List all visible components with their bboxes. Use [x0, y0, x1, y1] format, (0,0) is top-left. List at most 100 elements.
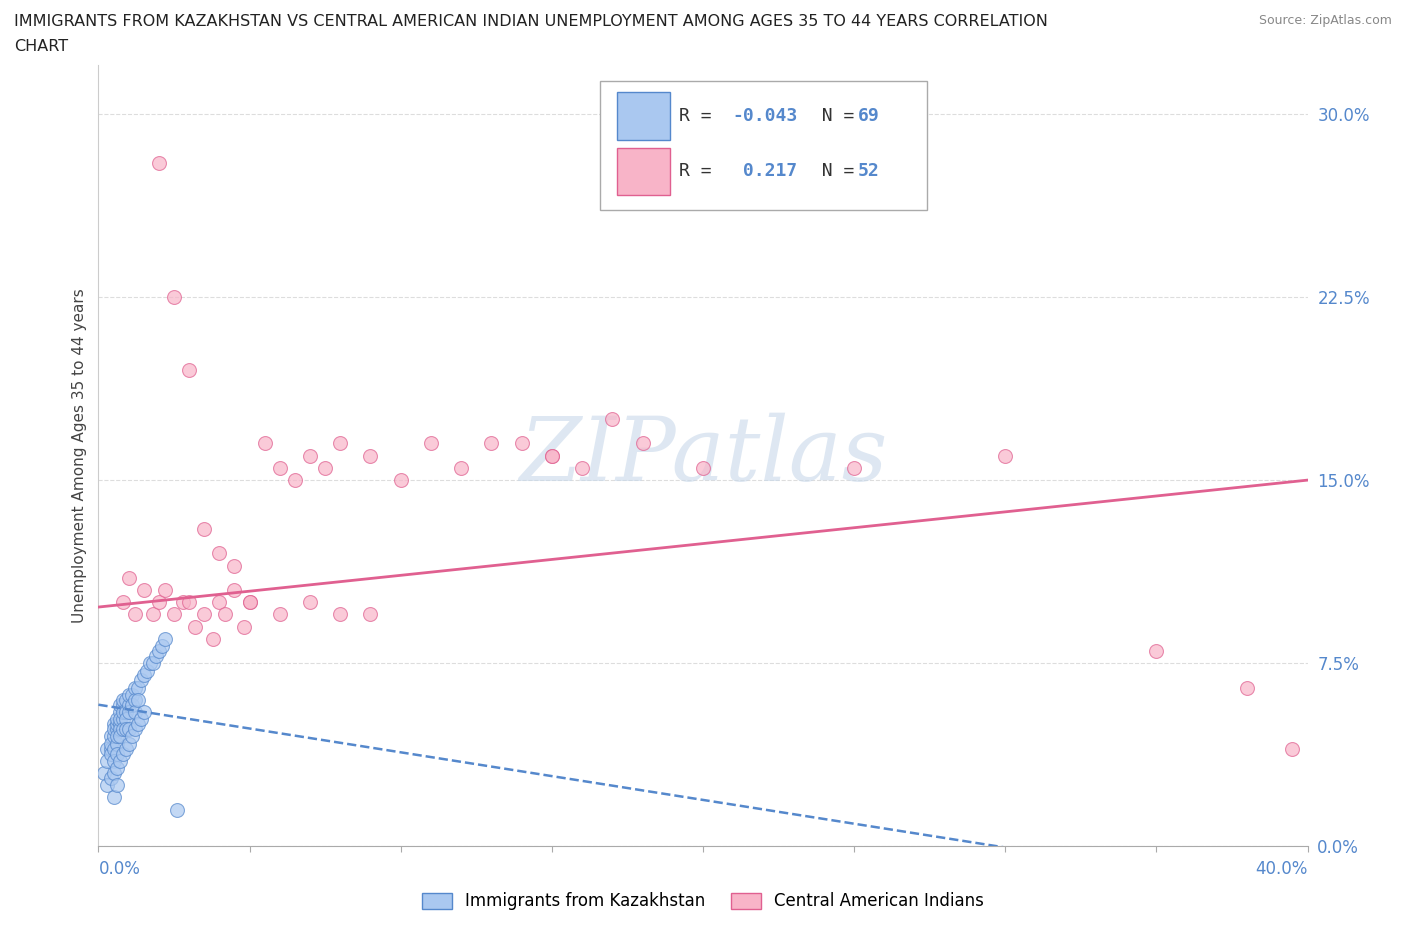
Point [124, 705, 146, 720]
Point [571, 460, 593, 475]
Point [184, 619, 207, 634]
Point [153, 631, 176, 646]
Legend: Immigrants from Kazakhstan, Central American Indians: Immigrants from Kazakhstan, Central Amer… [415, 885, 991, 917]
Point [148, 595, 170, 610]
Point [108, 753, 131, 768]
Point [103, 765, 125, 780]
Text: 0.217: 0.217 [733, 162, 797, 180]
Text: 52: 52 [858, 162, 880, 180]
Point [118, 698, 141, 712]
Point [105, 746, 128, 761]
Point [135, 663, 157, 678]
Point [121, 687, 143, 702]
Point [124, 722, 146, 737]
Point [360, 607, 382, 622]
Point [103, 790, 125, 805]
Point [114, 722, 136, 737]
Point [118, 737, 141, 751]
Point [193, 607, 215, 622]
Point [124, 680, 146, 695]
Point [253, 436, 276, 451]
Point [129, 673, 152, 688]
Point [114, 712, 136, 727]
Point [114, 741, 136, 756]
Point [208, 595, 231, 610]
Point [114, 705, 136, 720]
Point [105, 761, 128, 776]
Point [360, 448, 382, 463]
FancyBboxPatch shape [617, 148, 671, 195]
Point [96, 741, 118, 756]
Point [179, 363, 201, 378]
Point [114, 692, 136, 708]
Point [389, 472, 412, 487]
Point [450, 460, 472, 475]
Point [1281, 741, 1303, 756]
Text: IMMIGRANTS FROM KAZAKHSTAN VS CENTRAL AMERICAN INDIAN UNEMPLOYMENT AMONG AGES 35: IMMIGRANTS FROM KAZAKHSTAN VS CENTRAL AM… [14, 14, 1047, 29]
Point [124, 692, 146, 708]
Point [163, 607, 186, 622]
Point [100, 770, 122, 785]
Point [1236, 680, 1258, 695]
Point [108, 698, 131, 712]
Point [179, 595, 201, 610]
Point [142, 656, 165, 671]
Point [103, 753, 125, 768]
Point [329, 607, 352, 622]
Point [108, 729, 131, 744]
Point [118, 705, 141, 720]
Point [153, 582, 176, 597]
Point [118, 722, 141, 737]
Text: N =: N = [800, 162, 865, 180]
Point [132, 582, 155, 597]
Text: -0.043: -0.043 [733, 107, 797, 125]
Point [1144, 644, 1167, 658]
Point [232, 619, 254, 634]
Point [127, 717, 149, 732]
Point [105, 722, 128, 737]
Point [103, 729, 125, 744]
Point [105, 717, 128, 732]
Point [329, 436, 352, 451]
Point [239, 595, 262, 610]
Point [103, 717, 125, 732]
Point [103, 741, 125, 756]
Point [224, 558, 246, 573]
Point [299, 448, 322, 463]
Point [224, 582, 246, 597]
Point [108, 722, 131, 737]
Point [420, 436, 443, 451]
Point [172, 595, 194, 610]
Point [299, 595, 322, 610]
Text: R =: R = [679, 162, 723, 180]
Point [150, 639, 173, 654]
Point [118, 570, 141, 585]
FancyBboxPatch shape [617, 92, 671, 140]
FancyBboxPatch shape [600, 81, 927, 209]
Point [96, 753, 118, 768]
Point [132, 705, 155, 720]
Point [111, 746, 134, 761]
Point [145, 648, 167, 663]
Point [193, 522, 215, 537]
Point [111, 705, 134, 720]
Point [208, 546, 231, 561]
Point [129, 712, 152, 727]
Point [132, 668, 155, 683]
Point [692, 460, 714, 475]
Point [631, 436, 654, 451]
Point [239, 595, 262, 610]
Point [103, 722, 125, 737]
Y-axis label: Unemployment Among Ages 35 to 44 years: Unemployment Among Ages 35 to 44 years [72, 288, 87, 623]
Point [602, 412, 624, 427]
Point [108, 717, 131, 732]
Point [510, 436, 533, 451]
Point [121, 729, 143, 744]
Point [111, 692, 134, 708]
Text: 40.0%: 40.0% [1256, 860, 1308, 878]
Text: CHART: CHART [14, 39, 67, 54]
Point [148, 155, 170, 170]
Point [127, 680, 149, 695]
Point [540, 448, 562, 463]
Point [105, 712, 128, 727]
